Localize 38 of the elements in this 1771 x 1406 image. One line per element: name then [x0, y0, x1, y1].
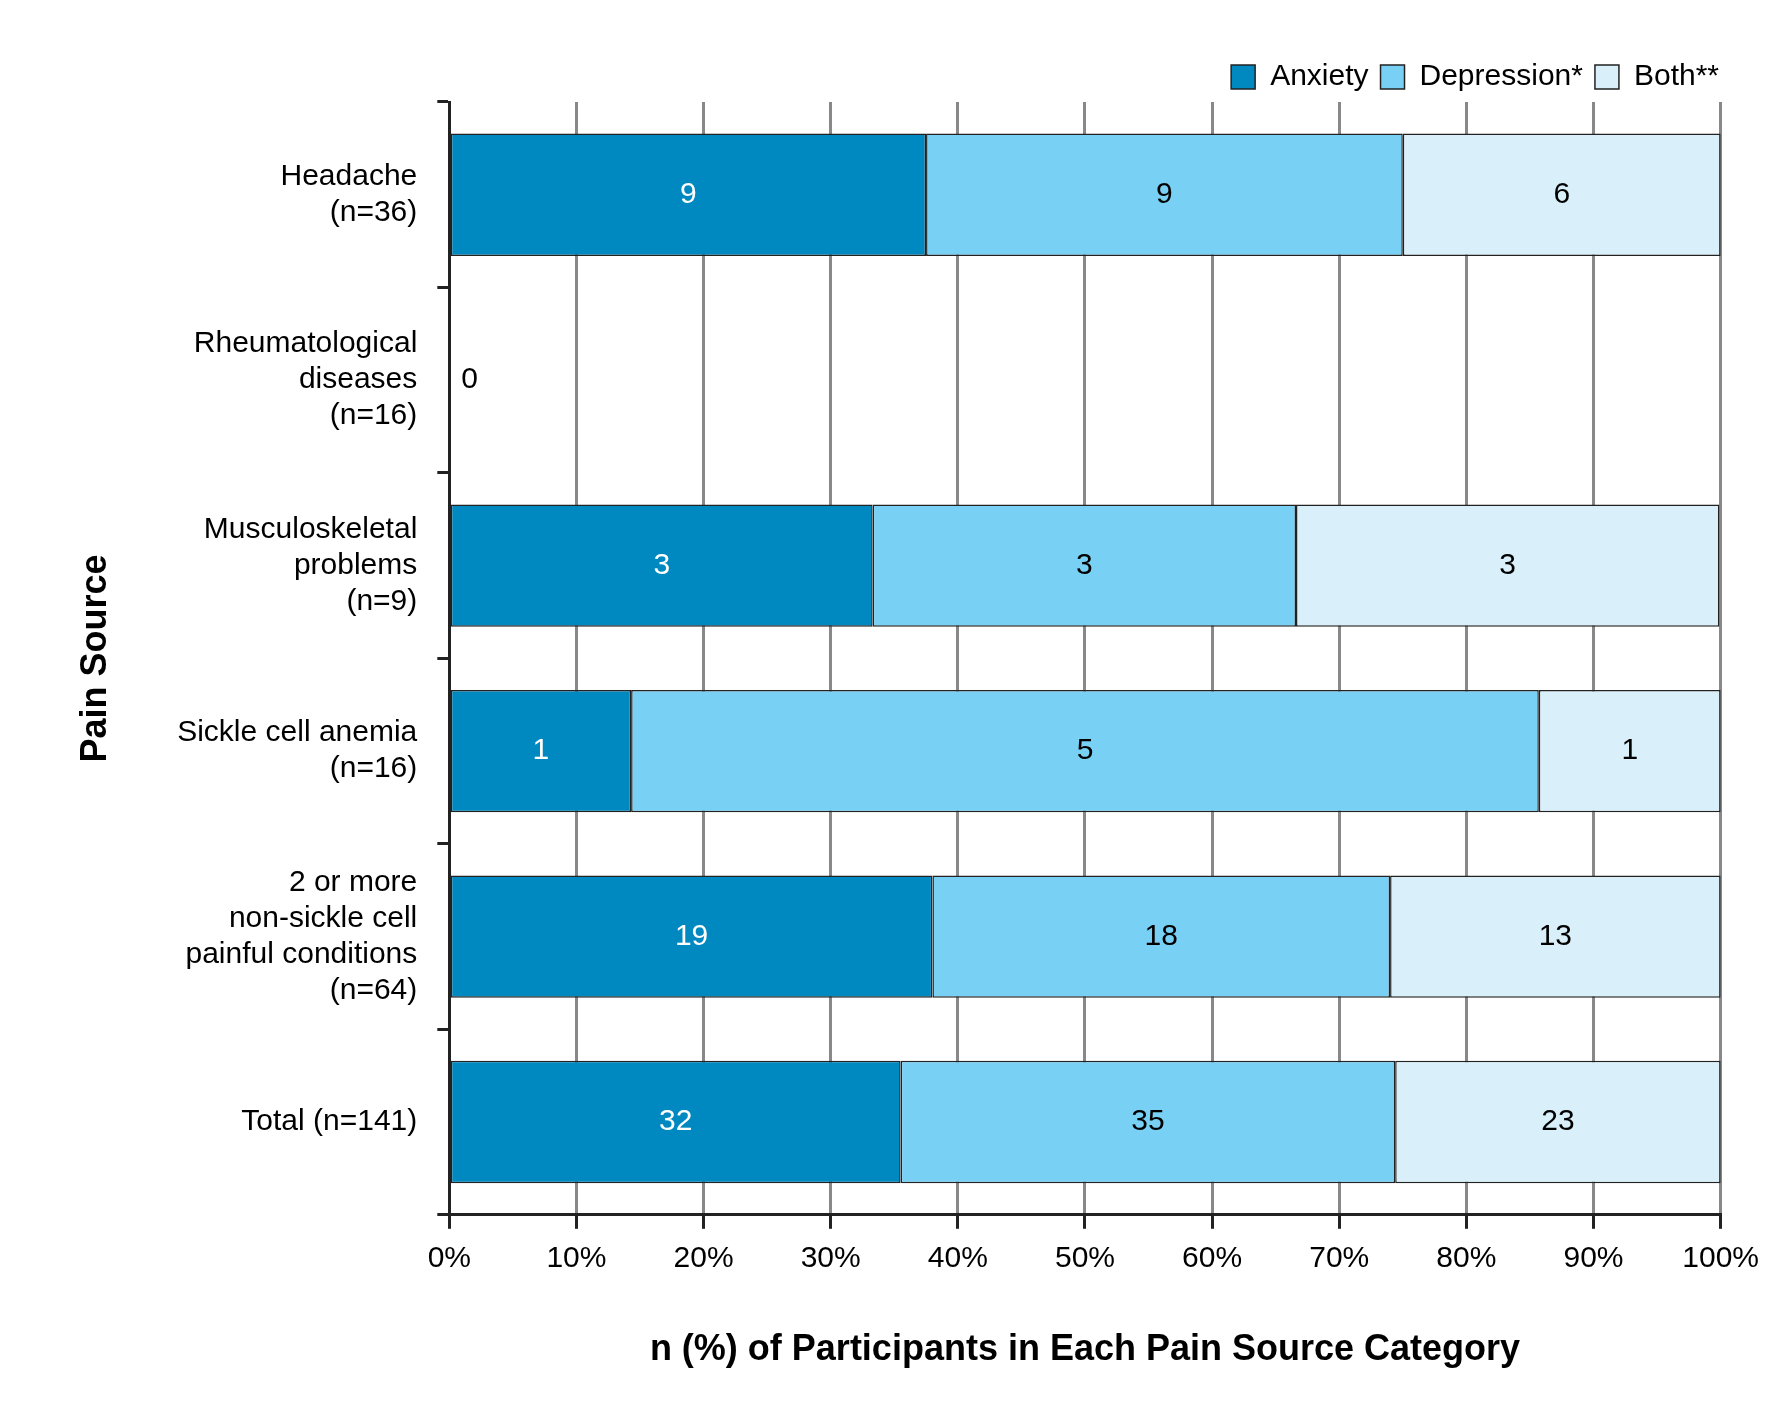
annotation: 9: [1156, 176, 1173, 209]
annotation: 3: [653, 546, 671, 580]
annotation: 3: [1499, 546, 1517, 580]
y-tick-label: 2 or more non-sickle cell painful conditions (n=64): [185, 863, 418, 1005]
y-tick-label: Rheumatological diseases (n=16): [193, 325, 418, 431]
annotation: 3: [1075, 546, 1093, 580]
x-tick-label: 60%: [1182, 1240, 1243, 1274]
annotation: 19: [674, 917, 709, 951]
annotation: 13: [1538, 917, 1573, 951]
x-tick-label: 10%: [546, 1240, 607, 1274]
annotation: 6: [1553, 176, 1571, 209]
annotation: 5: [1076, 732, 1094, 766]
y-tick-label: Musculoskeletal problems (n=9): [203, 510, 418, 616]
legend-label: Both**: [1633, 58, 1720, 92]
x-tick-label: 40%: [927, 1240, 988, 1274]
y-tick-label: Total (n=141): [241, 1103, 418, 1137]
legend-label: Depression*: [1419, 58, 1584, 92]
annotation: 0: [461, 361, 478, 395]
x-tick-label: 70%: [1309, 1240, 1370, 1274]
legend-label: Anxiety: [1270, 58, 1369, 92]
x-tick-label: 100%: [1682, 1240, 1759, 1274]
annotation: 1: [532, 732, 550, 766]
annotation: 9: [680, 176, 697, 209]
y-tick-label: Headache (n=36): [280, 158, 418, 227]
x-tick-label: 30%: [800, 1240, 861, 1274]
annotation: 23: [1541, 1103, 1575, 1137]
y-axis-title: Pain Source: [72, 554, 114, 763]
x-tick-label: 0%: [427, 1240, 471, 1274]
x-tick-label: 80%: [1436, 1240, 1497, 1274]
x-tick-label: 50%: [1054, 1240, 1115, 1274]
x-tick-label: 20%: [673, 1240, 734, 1274]
x-axis-title: n (%) of Participants in Each Pain Source Category: [649, 1327, 1521, 1369]
annotation: 32: [659, 1103, 693, 1137]
annotation: 35: [1131, 1103, 1165, 1137]
annotation: 1: [1621, 732, 1639, 766]
annotation: 18: [1144, 917, 1178, 951]
y-tick-label: Sickle cell anemia (n=16): [177, 714, 418, 784]
x-tick-label: 90%: [1563, 1240, 1624, 1274]
